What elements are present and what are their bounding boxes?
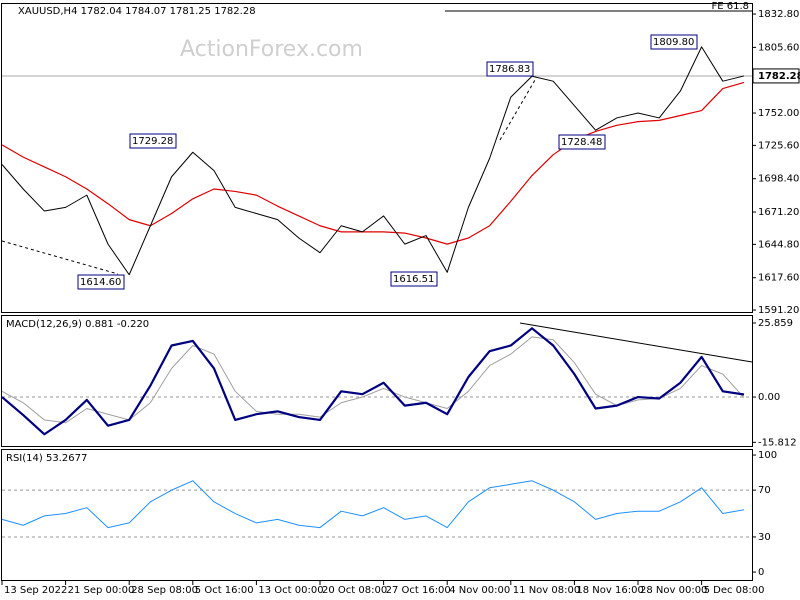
annotation: 1614.60 [80, 277, 121, 288]
y-tick-label: 0.00 [758, 392, 780, 403]
fe-label: FE 61.8 [711, 1, 749, 12]
y-tick-label: 1832.80 [758, 9, 799, 20]
y-tick-label: 100 [758, 450, 777, 461]
annotation: 1728.48 [561, 137, 602, 148]
y-tick-label: 70 [758, 485, 771, 496]
watermark: ActionForex.com [180, 37, 363, 62]
y-tick-label: 25.859 [758, 318, 793, 329]
series-line [1, 480, 745, 529]
annotation-box [650, 34, 698, 50]
annotation: 1616.51 [393, 274, 434, 285]
y-tick-label: 1591.20 [758, 305, 799, 316]
x-tick-label: 4 Nov 00:00 [449, 585, 510, 596]
x-tick-label: 28 Sep 08:00 [131, 585, 198, 596]
annotation-box [129, 133, 177, 149]
trendline [1, 240, 119, 275]
annotation-box [77, 274, 125, 290]
series-line [1, 46, 745, 276]
price-panel [1, 3, 753, 313]
chart-title: XAUUSD,H4 1782.04 1784.07 1781.25 1782.2… [18, 6, 256, 17]
x-tick-label: 5 Dec 08:00 [704, 585, 765, 596]
x-tick-label: 13 Oct 00:00 [258, 585, 323, 596]
annotation: 1809.80 [653, 37, 694, 48]
x-tick-label: 13 Sep 2022 [4, 585, 67, 596]
y-tick-label: 1644.80 [758, 239, 799, 250]
rsi-panel [1, 449, 753, 581]
y-tick-label: 1752.00 [758, 108, 799, 119]
x-tick-label: 28 Nov 00:00 [640, 585, 707, 596]
y-tick-label: 1617.60 [758, 273, 799, 284]
x-tick-label: 21 Sep 00:00 [68, 585, 135, 596]
y-tick-label: 1725.60 [758, 140, 799, 151]
y-tick-label: 1671.20 [758, 207, 799, 218]
y-tick-label: 30 [758, 532, 771, 543]
macd-panel [1, 315, 753, 447]
annotation-box [390, 271, 438, 287]
annotation: 1786.83 [489, 64, 530, 75]
macd-title: MACD(12,26,9) 0.881 -0.220 [6, 319, 149, 330]
annotation-box [486, 61, 534, 77]
series-line [1, 327, 745, 436]
x-tick-label: 20 Oct 08:00 [322, 585, 387, 596]
x-tick-label: 11 Nov 08:00 [513, 585, 580, 596]
x-tick-label: 18 Nov 16:00 [576, 585, 643, 596]
x-tick-label: 5 Oct 16:00 [195, 585, 254, 596]
y-tick-label: 0 [758, 567, 764, 578]
series-line [1, 81, 745, 245]
x-tick-label: 27 Oct 16:00 [386, 585, 451, 596]
y-tick-label: 1805.60 [758, 42, 799, 53]
last-price-box [752, 68, 800, 84]
annotation: 1729.28 [132, 136, 173, 147]
y-tick-label: -15.812 [758, 437, 797, 448]
rsi-title: RSI(14) 53.2677 [6, 453, 87, 464]
last-price-label: 1782.28 [758, 71, 800, 82]
annotation-box [558, 134, 606, 150]
y-tick-label: 1698.40 [758, 174, 799, 185]
macd-trendline [519, 322, 753, 363]
